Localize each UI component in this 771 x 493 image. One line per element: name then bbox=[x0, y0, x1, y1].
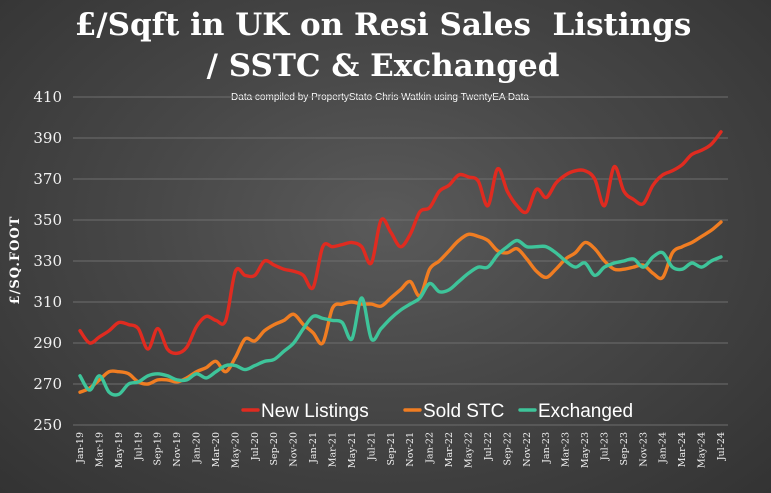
x-tick-label: Sep-20 bbox=[269, 432, 280, 466]
legend-label-sold-stc: Sold STC bbox=[423, 401, 504, 422]
legend-label-new-listings: New Listings bbox=[261, 401, 369, 422]
legend: New Listings Sold STC Exchanged bbox=[241, 401, 633, 422]
x-tick-label: Jan-20 bbox=[192, 432, 203, 464]
x-tick-label: Jan-23 bbox=[541, 432, 552, 464]
x-tick-label: Jul-23 bbox=[600, 432, 611, 461]
y-tick-label: 310 bbox=[33, 293, 62, 311]
x-tick-label: May-23 bbox=[580, 432, 591, 468]
x-tick-label: May-24 bbox=[697, 432, 708, 468]
y-axis-ticks: 250 270 290 310 330 350 370 390 410 bbox=[33, 88, 62, 434]
x-tick-label: Jul-22 bbox=[483, 432, 494, 461]
y-tick-label: 250 bbox=[33, 416, 62, 434]
x-tick-label: Mar-19 bbox=[94, 432, 105, 467]
x-tick-label: Nov-20 bbox=[289, 432, 300, 467]
x-tick-label: Mar-22 bbox=[444, 432, 455, 467]
y-tick-label: 370 bbox=[33, 170, 62, 188]
x-axis-ticks: Jan-19 Mar-19 May-19 Jul-19 Sep-19 Nov-19 Jan-… bbox=[75, 432, 727, 468]
x-tick-label: Nov-19 bbox=[172, 432, 183, 467]
x-tick-label: Jul-19 bbox=[133, 432, 144, 461]
x-tick-label: Jan-22 bbox=[425, 432, 436, 464]
y-tick-label: 390 bbox=[33, 129, 62, 147]
x-tick-label: Sep-22 bbox=[502, 432, 513, 466]
series-line-new-listings bbox=[78, 130, 723, 356]
x-tick-label: Mar-20 bbox=[211, 432, 222, 467]
x-tick-label: Jul-24 bbox=[716, 432, 727, 461]
x-tick-label: Mar-21 bbox=[328, 432, 339, 467]
x-tick-label: Sep-23 bbox=[619, 432, 630, 466]
x-tick-label: Jan-19 bbox=[75, 432, 86, 464]
x-tick-label: Nov-23 bbox=[638, 432, 649, 467]
x-tick-label: Jul-20 bbox=[250, 432, 261, 461]
x-tick-label: Nov-22 bbox=[522, 432, 533, 467]
chart-title-line-2: / SSTC & Exchanged bbox=[207, 48, 560, 84]
x-tick-label: Sep-19 bbox=[153, 432, 164, 466]
series-line-exchanged bbox=[78, 238, 723, 397]
x-tick-label: Jan-24 bbox=[658, 432, 669, 464]
series-line-sold-stc bbox=[78, 220, 723, 394]
y-tick-label: 290 bbox=[33, 334, 62, 352]
y-axis-label: £/SQ.FOOT bbox=[8, 216, 23, 305]
y-tick-label: 270 bbox=[33, 375, 62, 393]
legend-label-exchanged: Exchanged bbox=[538, 401, 633, 422]
y-tick-label: 410 bbox=[33, 88, 62, 106]
x-tick-label: May-21 bbox=[347, 432, 358, 468]
chart-title-line-1: £/Sqft in UK on Resi Sales Listings bbox=[75, 7, 692, 43]
x-tick-label: Nov-21 bbox=[405, 432, 416, 467]
x-tick-label: Mar-23 bbox=[561, 432, 572, 467]
x-tick-label: Jan-21 bbox=[308, 432, 319, 464]
y-tick-label: 350 bbox=[33, 211, 62, 229]
x-tick-label: Jul-21 bbox=[366, 432, 377, 461]
y-tick-label: 330 bbox=[33, 252, 62, 270]
x-tick-label: May-20 bbox=[230, 432, 241, 468]
x-tick-label: Sep-21 bbox=[386, 432, 397, 466]
series-group bbox=[78, 130, 723, 397]
x-tick-label: May-19 bbox=[114, 432, 125, 468]
x-tick-label: Mar-24 bbox=[677, 432, 688, 467]
x-tick-label: May-22 bbox=[464, 432, 475, 468]
